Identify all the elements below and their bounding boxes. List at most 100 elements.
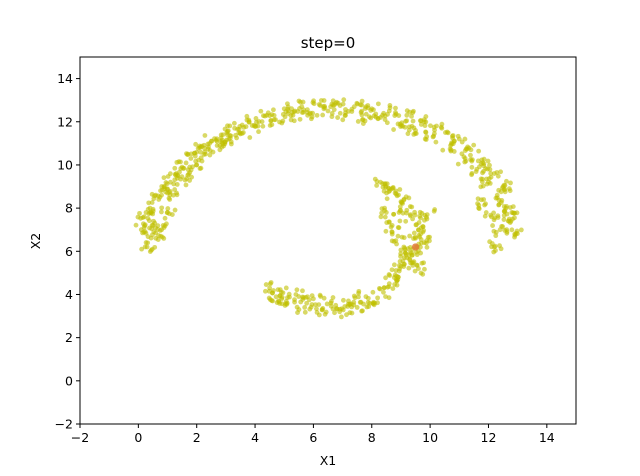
data-point [318, 98, 324, 103]
data-point [301, 107, 307, 113]
data-point [155, 226, 161, 232]
x-tick-label: 12 [481, 430, 497, 445]
data-point [155, 237, 161, 242]
data-point [428, 123, 433, 129]
data-point [403, 218, 409, 224]
data-point [256, 129, 261, 135]
data-point [147, 249, 153, 254]
data-point [518, 227, 524, 233]
data-point [310, 110, 316, 116]
data-point [394, 282, 400, 288]
data-point [368, 108, 374, 113]
data-point [393, 110, 398, 115]
data-point [414, 252, 420, 258]
data-point [402, 255, 407, 261]
data-point [407, 257, 413, 263]
data-point [476, 148, 482, 154]
data-point [423, 129, 429, 135]
data-point [183, 182, 189, 188]
data-point [341, 297, 346, 303]
data-point [471, 142, 477, 148]
data-point [207, 152, 213, 158]
data-point [418, 122, 424, 127]
data-point [246, 117, 252, 123]
data-point [418, 118, 424, 124]
data-point [374, 179, 380, 184]
data-point [407, 245, 413, 250]
data-point [409, 113, 414, 119]
data-point [280, 118, 286, 124]
data-point [178, 166, 184, 171]
data-point [174, 182, 180, 187]
data-point [161, 175, 167, 181]
data-point [167, 192, 173, 198]
data-point [295, 310, 300, 315]
data-point [393, 105, 398, 111]
data-point [410, 118, 416, 124]
data-point [320, 112, 326, 118]
data-point [499, 224, 504, 229]
data-point [421, 228, 427, 233]
data-point [227, 123, 233, 129]
data-point [374, 183, 380, 188]
data-point [202, 133, 208, 138]
data-point [308, 116, 314, 122]
data-point [476, 205, 482, 211]
data-point [416, 227, 421, 233]
data-point [394, 241, 399, 247]
data-point [407, 213, 413, 219]
data-point [355, 101, 360, 107]
data-point [389, 267, 395, 273]
data-point [365, 295, 371, 301]
data-point [162, 215, 168, 221]
x-tick-label: 6 [309, 430, 317, 445]
data-point [406, 195, 412, 201]
data-point [313, 302, 318, 308]
data-point [409, 204, 415, 210]
data-point [298, 299, 304, 305]
data-point [305, 112, 311, 118]
data-point [298, 99, 303, 105]
data-point [159, 209, 164, 215]
data-point [330, 295, 336, 300]
data-point [412, 268, 418, 274]
data-point [418, 270, 424, 276]
data-point [382, 214, 388, 220]
data-point [496, 202, 502, 207]
data-point [258, 108, 264, 114]
data-point [329, 110, 335, 116]
data-point [234, 135, 240, 141]
data-point [514, 210, 520, 216]
data-point [381, 285, 387, 291]
x-tick-label: 0 [134, 430, 142, 445]
data-point [450, 133, 456, 138]
data-point [475, 196, 481, 202]
data-point [231, 120, 237, 126]
data-point [332, 310, 337, 316]
data-point [149, 222, 155, 228]
data-point [386, 295, 392, 301]
data-point [228, 141, 234, 147]
data-point [513, 230, 519, 236]
data-point [310, 100, 316, 105]
highlight-point [411, 243, 420, 251]
data-point [417, 234, 423, 240]
data-point [432, 127, 437, 133]
data-point [414, 222, 419, 227]
data-point [397, 259, 403, 264]
data-point [491, 228, 497, 234]
data-point [482, 213, 488, 219]
data-point [171, 181, 177, 187]
chart-title: step=0 [301, 34, 356, 52]
data-point [419, 210, 425, 216]
data-point [395, 233, 401, 239]
data-point [267, 123, 273, 128]
data-point [172, 165, 178, 171]
data-point [422, 136, 428, 142]
data-point [325, 108, 331, 114]
data-point [488, 171, 494, 176]
data-point [274, 300, 280, 305]
data-point [260, 113, 266, 119]
data-point [184, 176, 190, 181]
data-point [267, 281, 273, 287]
